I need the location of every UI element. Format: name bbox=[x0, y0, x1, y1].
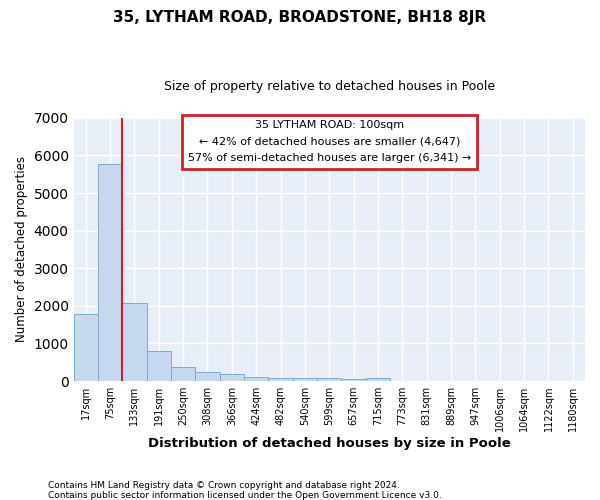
Bar bbox=[317, 378, 341, 381]
Text: Contains public sector information licensed under the Open Government Licence v3: Contains public sector information licen… bbox=[48, 491, 442, 500]
Text: 35 LYTHAM ROAD: 100sqm
← 42% of detached houses are smaller (4,647)
57% of semi-: 35 LYTHAM ROAD: 100sqm ← 42% of detached… bbox=[188, 120, 471, 163]
Y-axis label: Number of detached properties: Number of detached properties bbox=[15, 156, 28, 342]
Bar bbox=[146, 351, 171, 381]
Bar bbox=[268, 378, 293, 381]
Bar bbox=[98, 164, 122, 381]
Text: 35, LYTHAM ROAD, BROADSTONE, BH18 8JR: 35, LYTHAM ROAD, BROADSTONE, BH18 8JR bbox=[113, 10, 487, 25]
X-axis label: Distribution of detached houses by size in Poole: Distribution of detached houses by size … bbox=[148, 437, 511, 450]
Bar bbox=[220, 374, 244, 381]
Bar bbox=[244, 377, 268, 381]
Bar bbox=[74, 314, 98, 381]
Bar bbox=[171, 367, 196, 381]
Title: Size of property relative to detached houses in Poole: Size of property relative to detached ho… bbox=[164, 80, 495, 93]
Bar bbox=[293, 378, 317, 381]
Text: Contains HM Land Registry data © Crown copyright and database right 2024.: Contains HM Land Registry data © Crown c… bbox=[48, 481, 400, 490]
Bar bbox=[122, 303, 146, 381]
Bar bbox=[196, 372, 220, 381]
Bar bbox=[366, 378, 390, 381]
Bar bbox=[341, 379, 366, 381]
